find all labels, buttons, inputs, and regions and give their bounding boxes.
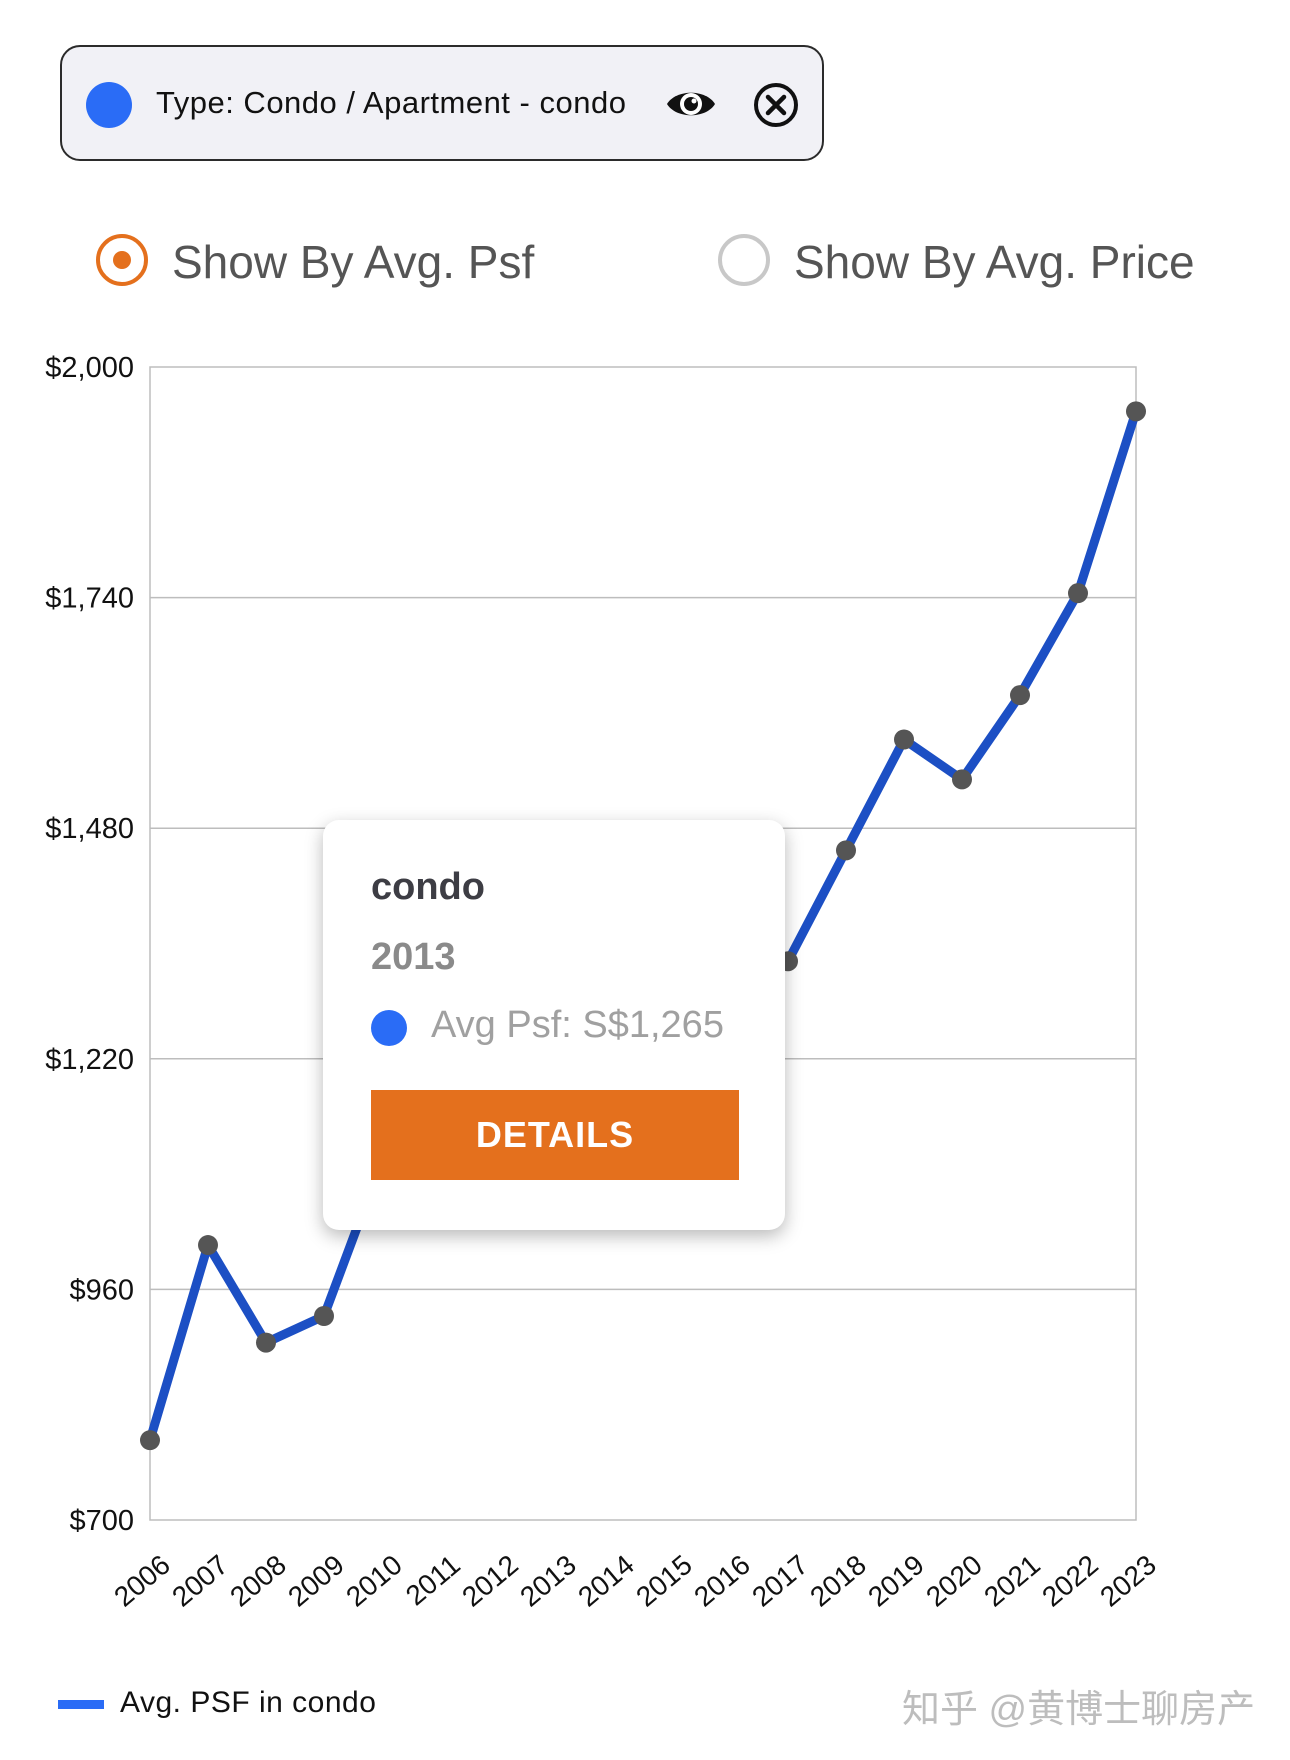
tooltip-value-row: Avg Psf: S$1,265 <box>431 1004 724 1047</box>
data-point <box>1068 583 1088 604</box>
watermark: 知乎 @黄博士聊房产 <box>902 1689 1256 1731</box>
radio-selected-indicator <box>96 234 148 286</box>
x-tick-label: 2023 <box>1094 1549 1162 1613</box>
data-point <box>256 1332 276 1353</box>
x-tick-label: 2009 <box>282 1549 350 1613</box>
data-point <box>1126 401 1146 422</box>
y-tick-label: $2,000 <box>45 352 134 384</box>
x-tick-label: 2021 <box>978 1549 1046 1613</box>
x-tick-label: 2011 <box>400 1549 466 1611</box>
x-tick-label: 2013 <box>514 1549 582 1613</box>
x-tick-label: 2012 <box>456 1549 524 1613</box>
show-by-avg-price-radio[interactable]: Show By Avg. Price <box>718 234 1218 292</box>
filter-chip-label: Type: Condo / Apartment - condo <box>156 85 627 120</box>
legend-label: Avg. PSF in condo <box>120 1686 377 1719</box>
x-tick-label: 2018 <box>804 1549 872 1613</box>
data-point <box>140 1430 160 1451</box>
x-tick-label: 2006 <box>108 1549 176 1613</box>
filter-chip: Type: Condo / Apartment - condo <box>60 45 824 161</box>
x-tick-label: 2008 <box>224 1549 292 1613</box>
data-point <box>198 1235 218 1256</box>
x-tick-label: 2022 <box>1036 1549 1104 1613</box>
series-color-dot <box>86 82 132 128</box>
chart-tooltip: condo 2013 Avg Psf: S$1,265 DETAILS <box>323 820 785 1230</box>
data-point <box>1010 685 1030 706</box>
x-tick-label: 2014 <box>572 1549 640 1613</box>
tooltip-value: S$1,265 <box>582 1004 724 1046</box>
x-tick-label: 2019 <box>862 1549 930 1613</box>
y-tick-label: $1,220 <box>45 1044 134 1076</box>
data-point <box>836 840 856 861</box>
show-by-avg-psf-label: Show By Avg. Psf <box>172 236 535 288</box>
show-by-avg-psf-radio[interactable]: Show By Avg. Psf <box>96 234 616 292</box>
x-tick-label: 2015 <box>630 1549 698 1613</box>
x-tick-label: 2020 <box>920 1549 988 1613</box>
y-tick-label: $1,480 <box>45 813 134 845</box>
x-tick-label: 2010 <box>340 1549 408 1613</box>
x-tick-label: 2017 <box>746 1549 814 1613</box>
details-button[interactable]: DETAILS <box>371 1090 739 1180</box>
tooltip-value-label: Avg Psf: <box>431 1004 572 1046</box>
tooltip-series-name: condo <box>371 866 485 908</box>
show-by-avg-price-label: Show By Avg. Price <box>794 236 1195 288</box>
radio-selected-dot <box>113 251 131 269</box>
radio-unselected-indicator <box>718 234 770 286</box>
y-tick-label: $1,740 <box>45 583 134 615</box>
close-circle-icon[interactable] <box>752 81 800 129</box>
y-tick-label: $700 <box>69 1505 134 1537</box>
tooltip-series-dot <box>371 1010 407 1046</box>
legend-swatch <box>58 1700 104 1709</box>
x-tick-label: 2007 <box>166 1549 234 1613</box>
tooltip-year: 2013 <box>371 936 456 978</box>
y-tick-label: $960 <box>69 1274 134 1306</box>
data-point <box>894 729 914 750</box>
eye-icon[interactable] <box>664 77 718 131</box>
x-tick-label: 2016 <box>688 1549 756 1613</box>
data-point <box>314 1306 334 1327</box>
data-point <box>952 769 972 790</box>
